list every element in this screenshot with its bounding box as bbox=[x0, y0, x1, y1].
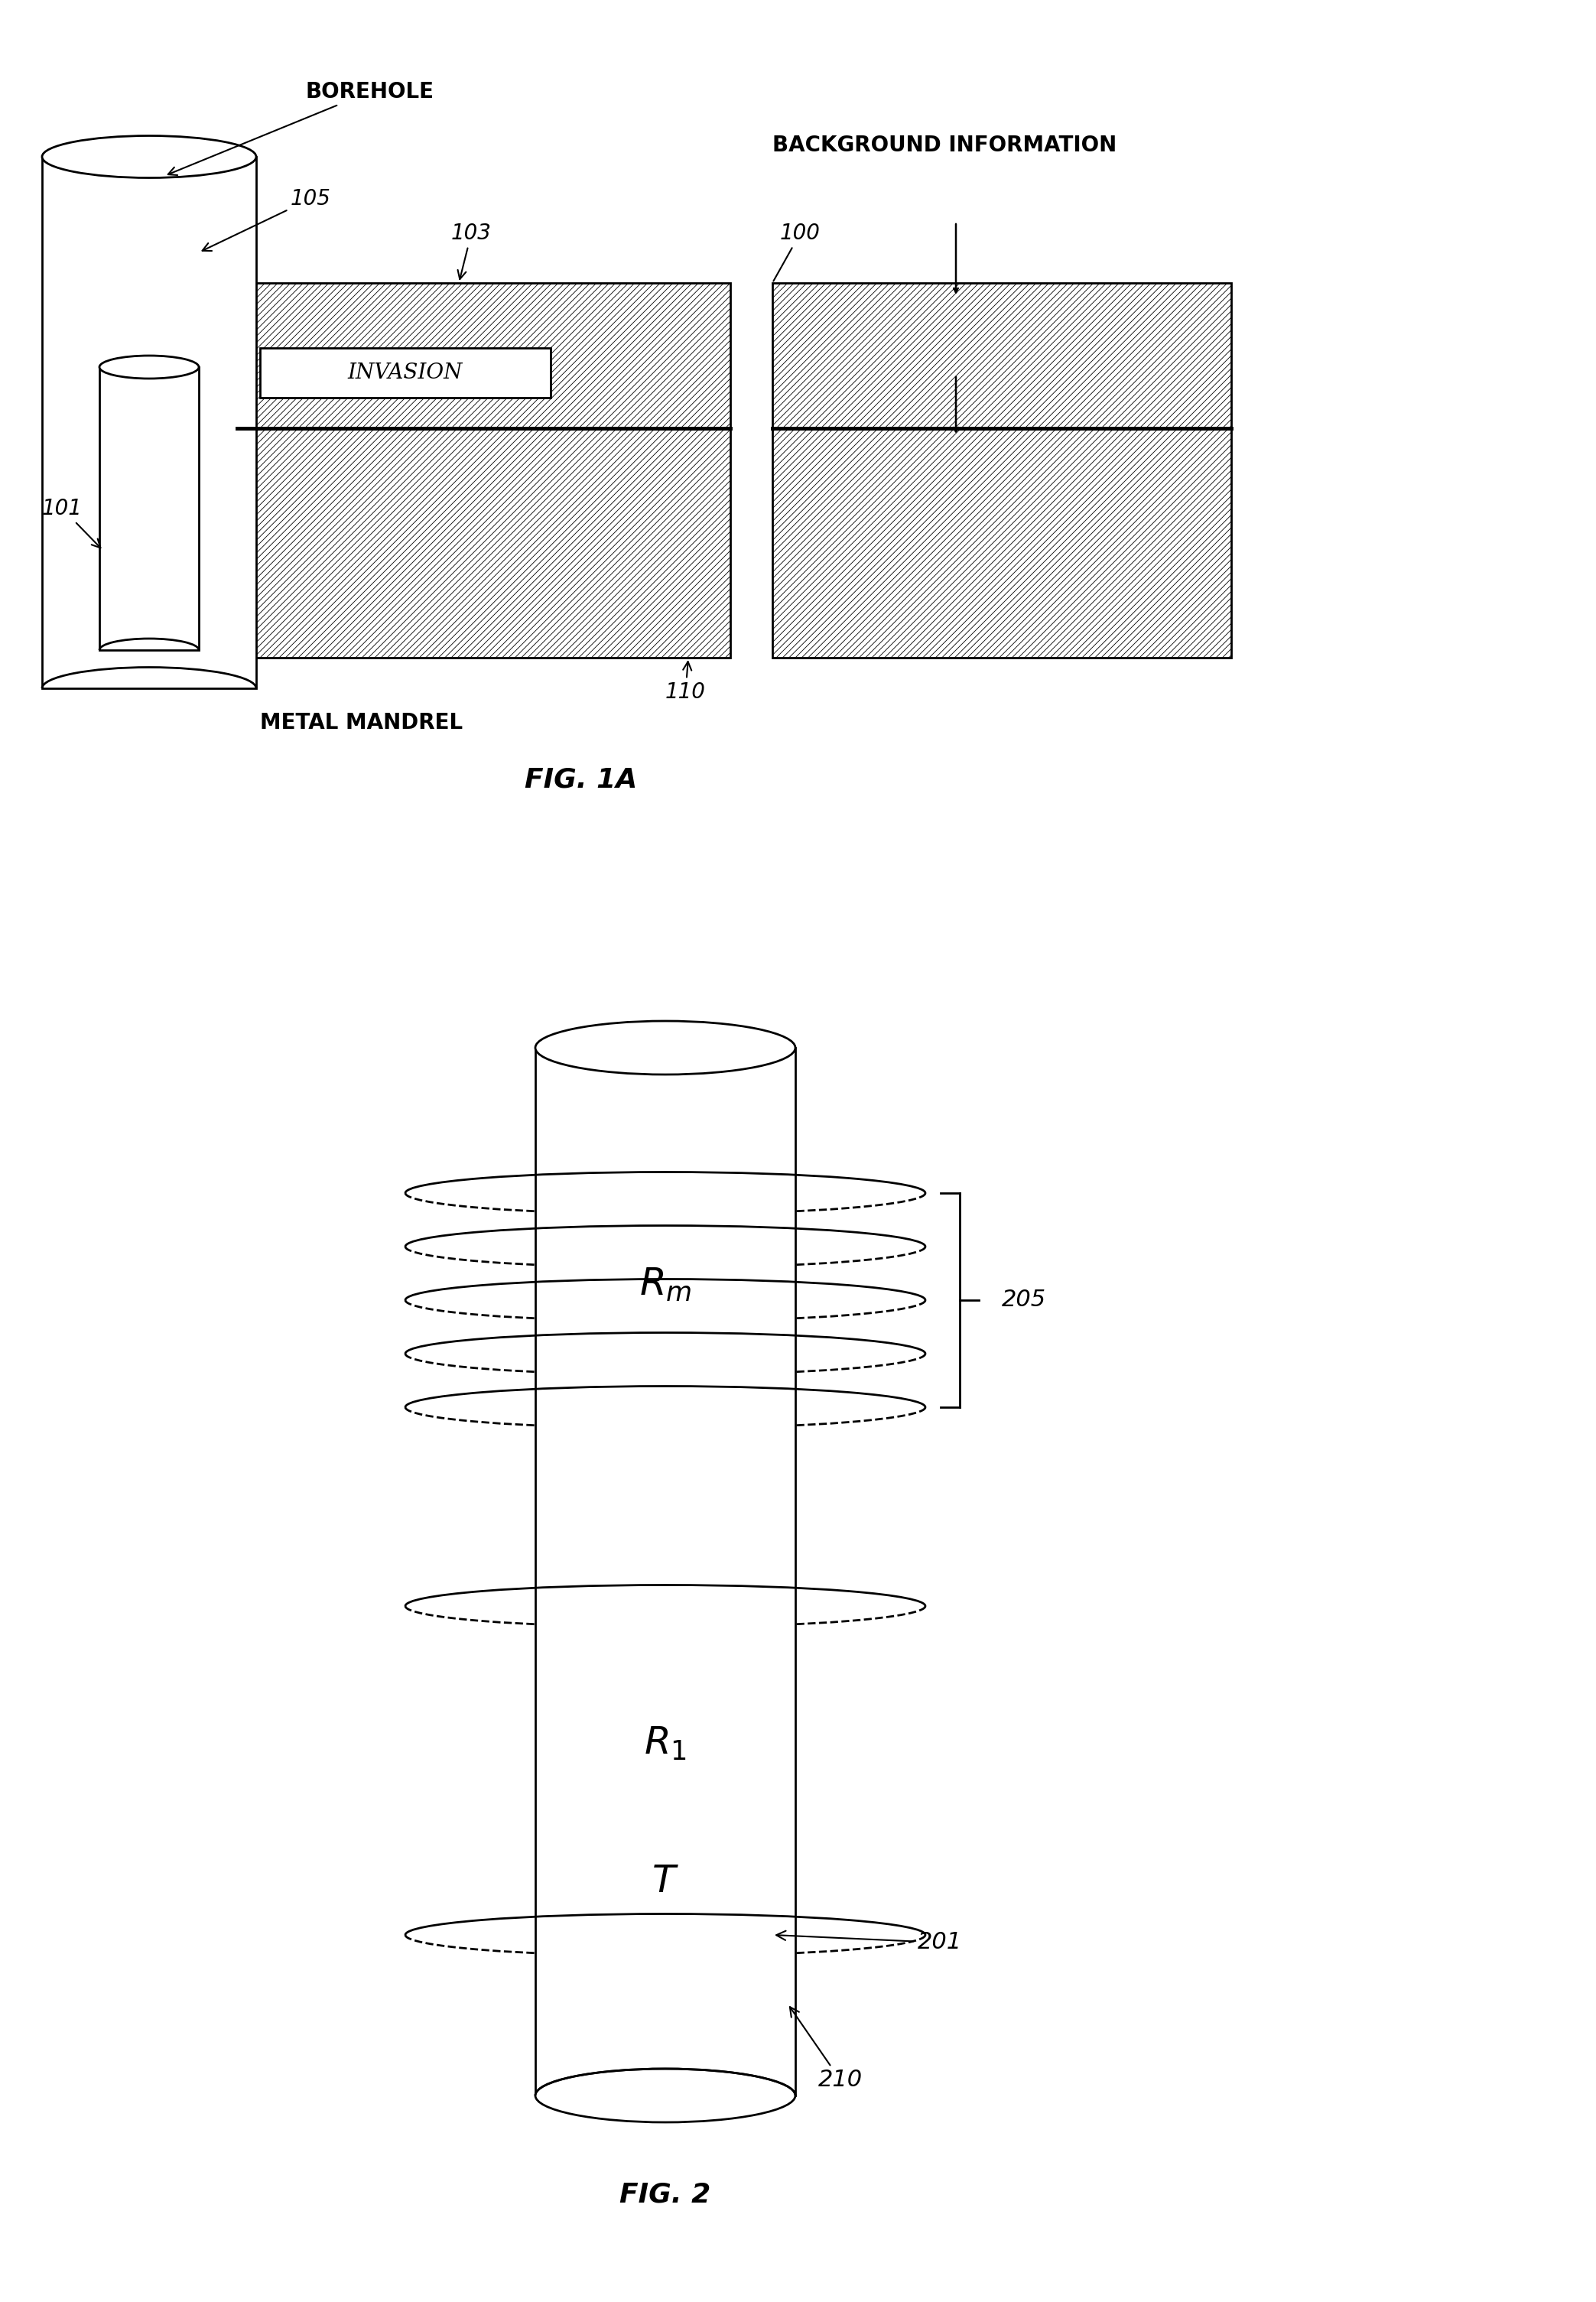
Text: 105: 105 bbox=[203, 189, 330, 251]
Text: 100: 100 bbox=[774, 223, 820, 281]
Text: 201: 201 bbox=[776, 1931, 962, 1954]
Bar bbox=[41, 157, 257, 688]
Ellipse shape bbox=[41, 136, 257, 177]
Text: 101: 101 bbox=[41, 497, 101, 548]
Text: FIG. 2: FIG. 2 bbox=[619, 2182, 710, 2208]
Text: $T$: $T$ bbox=[651, 1862, 678, 1899]
Bar bbox=[238, 283, 731, 428]
Text: 205: 205 bbox=[1002, 1289, 1047, 1312]
Bar bbox=[260, 348, 551, 398]
Text: $R_1$: $R_1$ bbox=[643, 1724, 686, 1763]
Text: INVASION: INVASION bbox=[348, 361, 463, 382]
Ellipse shape bbox=[99, 355, 200, 378]
Bar bbox=[535, 1047, 795, 2095]
Bar bbox=[238, 428, 731, 658]
Text: 103: 103 bbox=[452, 223, 492, 279]
Text: 110: 110 bbox=[666, 661, 705, 702]
Bar bbox=[99, 366, 200, 649]
Bar bbox=[772, 428, 1231, 658]
Ellipse shape bbox=[535, 1022, 795, 1075]
Text: METAL MANDREL: METAL MANDREL bbox=[260, 711, 463, 734]
Text: BACKGROUND INFORMATION: BACKGROUND INFORMATION bbox=[772, 134, 1117, 157]
Text: 210: 210 bbox=[790, 2007, 863, 2090]
Text: $R_m$: $R_m$ bbox=[638, 1266, 691, 1303]
Text: FIG. 1A: FIG. 1A bbox=[525, 767, 637, 794]
Text: BOREHOLE: BOREHOLE bbox=[168, 81, 434, 175]
Bar bbox=[772, 283, 1231, 428]
Ellipse shape bbox=[535, 2069, 795, 2122]
